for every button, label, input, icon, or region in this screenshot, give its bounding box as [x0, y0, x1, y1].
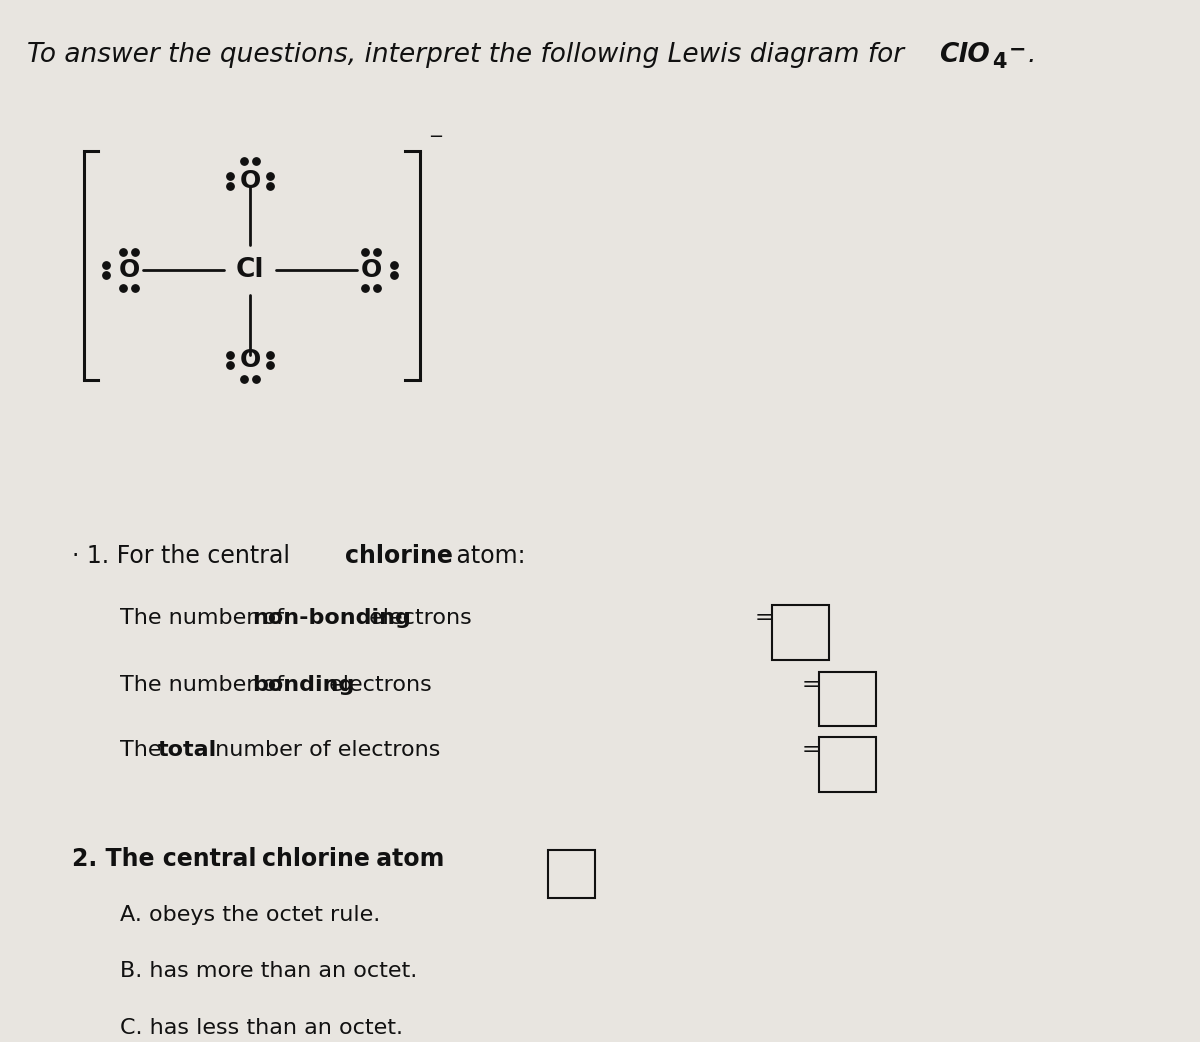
Text: −: − [428, 128, 443, 146]
Text: A. obeys the octet rule.: A. obeys the octet rule. [120, 905, 380, 925]
Text: 4: 4 [992, 52, 1007, 72]
Text: −: − [1009, 40, 1027, 59]
Text: C. has less than an octet.: C. has less than an octet. [120, 1018, 403, 1039]
Text: Cl: Cl [236, 257, 264, 283]
Point [234, 371, 253, 388]
Text: .: . [1027, 42, 1036, 68]
Text: The: The [120, 740, 168, 761]
Point [247, 153, 266, 170]
Text: O: O [240, 348, 260, 372]
Text: To answer the questions, interpret the following Lewis diagram for: To answer the questions, interpret the f… [28, 42, 913, 68]
Text: chlorine: chlorine [344, 544, 452, 568]
Text: =: = [802, 740, 821, 761]
Point [221, 168, 240, 184]
Bar [820, 738, 876, 792]
Point [367, 244, 386, 260]
Point [96, 256, 115, 273]
Text: number of electrons: number of electrons [208, 740, 440, 761]
Point [355, 280, 374, 297]
Text: O: O [119, 258, 139, 282]
Text: =: = [802, 674, 821, 695]
Text: bonding: bonding [252, 674, 354, 695]
Point [126, 244, 145, 260]
Text: chlorine: chlorine [262, 846, 370, 871]
Text: The number of: The number of [120, 674, 290, 695]
Text: total: total [157, 740, 217, 761]
Text: ClO: ClO [940, 42, 990, 68]
Point [126, 280, 145, 297]
Text: 2. The central: 2. The central [72, 846, 265, 871]
Text: =: = [754, 609, 773, 628]
Point [385, 256, 404, 273]
Text: The number of: The number of [120, 609, 290, 628]
Point [234, 153, 253, 170]
Bar [772, 605, 829, 660]
Point [247, 371, 266, 388]
Text: non-bonding: non-bonding [252, 609, 410, 628]
Point [221, 178, 240, 195]
Text: electrons: electrons [322, 674, 432, 695]
Text: electrons: electrons [362, 609, 472, 628]
Bar [548, 849, 595, 898]
Point [260, 346, 280, 363]
Text: B. has more than an octet.: B. has more than an octet. [120, 961, 416, 981]
Point [260, 178, 280, 195]
Point [113, 280, 132, 297]
Text: atom: atom [367, 846, 444, 871]
Point [221, 356, 240, 373]
Point [96, 267, 115, 283]
Point [367, 280, 386, 297]
Point [113, 244, 132, 260]
Text: atom:: atom: [449, 544, 526, 568]
Text: O: O [360, 258, 382, 282]
Text: · 1. For the central: · 1. For the central [72, 544, 298, 568]
Point [260, 168, 280, 184]
Point [355, 244, 374, 260]
Text: O: O [240, 169, 260, 193]
Point [385, 267, 404, 283]
Point [221, 346, 240, 363]
Point [260, 356, 280, 373]
Bar [820, 672, 876, 726]
